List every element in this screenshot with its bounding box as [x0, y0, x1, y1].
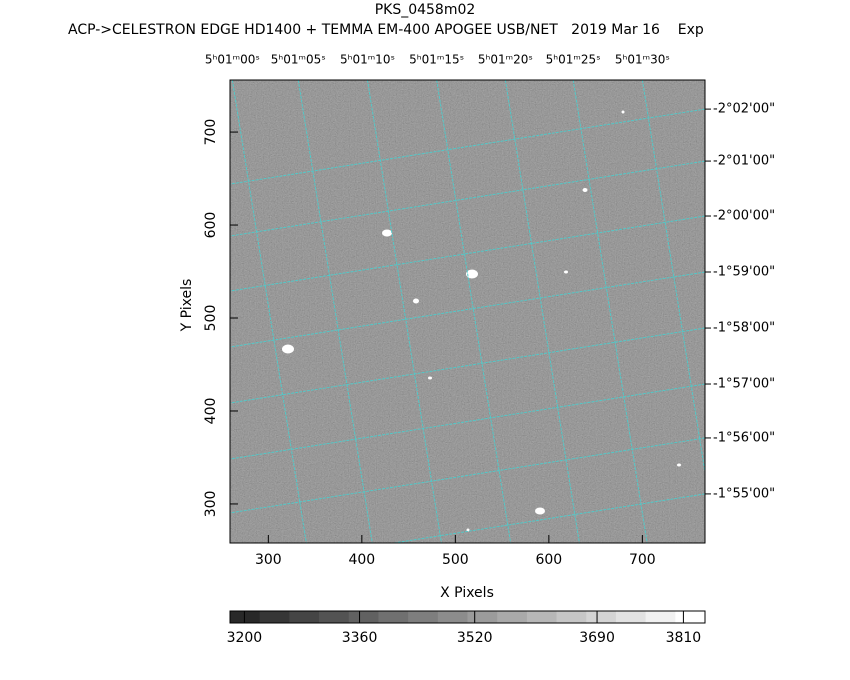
- star: [535, 507, 545, 515]
- dec-tick-label: -2°00'00": [713, 209, 775, 224]
- ra-grid-line: [641, 80, 705, 476]
- dec-grid-line: [230, 108, 705, 185]
- chart-title: PKS_0458m02: [375, 2, 476, 18]
- y-axis-label: Y Pixels: [179, 279, 195, 333]
- dec-tick-label: -1°58'00": [713, 321, 775, 336]
- image: [230, 80, 705, 543]
- dec-grid-line: [230, 383, 705, 460]
- plot-frame: [229, 79, 706, 544]
- colorbar-tick-label: 3200: [227, 630, 263, 646]
- star: [382, 229, 392, 237]
- colorbar-segment: [586, 611, 617, 623]
- star: [564, 270, 568, 274]
- colorbar-segment: [319, 611, 350, 623]
- ra-grid-line: [366, 80, 442, 543]
- colorbar-segment: [289, 611, 320, 623]
- ra-tick-label: 5ʰ01ᵐ10ˢ: [340, 53, 395, 67]
- dec-grid-line: [230, 271, 705, 348]
- colorbar-segment: [259, 611, 290, 623]
- ra-tick-label: 5ʰ01ᵐ15ˢ: [409, 53, 464, 67]
- dec-tick-label: -1°59'00": [713, 264, 775, 279]
- star: [428, 376, 432, 380]
- y-tick-label: 700: [203, 119, 219, 146]
- stars: [282, 110, 681, 532]
- colorbar-segment: [497, 611, 528, 623]
- x-tick-label: 500: [442, 552, 469, 568]
- ra-grid-line: [572, 80, 648, 543]
- colorbar-segment: [348, 611, 379, 623]
- x-tick-label: 400: [348, 552, 375, 568]
- y-tick-label: 500: [203, 305, 219, 332]
- dec-grid-line: [230, 327, 705, 404]
- ra-grid-line: [504, 80, 580, 543]
- star: [466, 269, 478, 279]
- dec-grid-line: [390, 493, 705, 543]
- dec-tick-label: -1°56'00": [713, 430, 775, 445]
- colorbar-segment: [645, 611, 676, 623]
- grid-layer: [230, 80, 705, 543]
- colorbar-outline: [229, 610, 706, 624]
- colorbar-tick-label: 3360: [342, 630, 378, 646]
- colorbar-segment: [230, 611, 261, 623]
- ra-tick-label: 5ʰ01ᵐ25ˢ: [546, 53, 601, 67]
- ra-grid-line: [231, 80, 307, 543]
- ra-grid-line: [436, 80, 512, 543]
- y-tick-label: 600: [203, 212, 219, 239]
- dec-grid-line: [230, 160, 705, 237]
- colorbar-segment: [556, 611, 587, 623]
- x-tick-label: 300: [255, 552, 282, 568]
- colorbar-tick-label: 3520: [457, 630, 493, 646]
- x-tick-label: 700: [629, 552, 656, 568]
- y-tick-label: 300: [203, 491, 219, 518]
- colorbar-tick-label: 3810: [666, 630, 702, 646]
- colorbar-segment: [378, 611, 409, 623]
- ra-tick-label: 5ʰ01ᵐ00ˢ: [205, 53, 260, 67]
- colorbar-segment: [615, 611, 647, 623]
- colorbar-tick-label: 3690: [579, 630, 615, 646]
- colorbar-segment: [467, 611, 498, 623]
- colorbar-segment: [526, 611, 558, 623]
- colorbar-segment: [675, 611, 706, 623]
- y-tick-label: 400: [203, 398, 219, 425]
- star: [413, 298, 419, 304]
- star: [621, 110, 625, 114]
- dec-tick-label: -1°57'00": [713, 377, 775, 392]
- star: [282, 344, 294, 354]
- ra-tick-label: 5ʰ01ᵐ30ˢ: [615, 53, 670, 67]
- ra-tick-label: 5ʰ01ᵐ05ˢ: [271, 53, 326, 67]
- colorbar-segment: [408, 611, 439, 623]
- dec-tick-label: -2°02'00": [713, 102, 775, 117]
- star: [466, 528, 470, 532]
- x-axis-label: X Pixels: [440, 585, 494, 601]
- image-noise: [230, 80, 705, 543]
- colorbar-segment: [437, 611, 468, 623]
- dec-grid-line: [230, 437, 705, 514]
- chart-subtitle: ACP->CELESTRON EDGE HD1400 + TEMMA EM-40…: [68, 22, 704, 38]
- dec-grid-line: [230, 215, 705, 292]
- dec-tick-label: -1°55'00": [713, 486, 775, 501]
- dec-tick-label: -2°01'00": [713, 154, 775, 169]
- ra-tick-label: 5ʰ01ᵐ20ˢ: [478, 53, 533, 67]
- x-tick-label: 600: [535, 552, 562, 568]
- star: [677, 463, 681, 467]
- star: [582, 188, 588, 192]
- ra-grid-line: [297, 80, 373, 543]
